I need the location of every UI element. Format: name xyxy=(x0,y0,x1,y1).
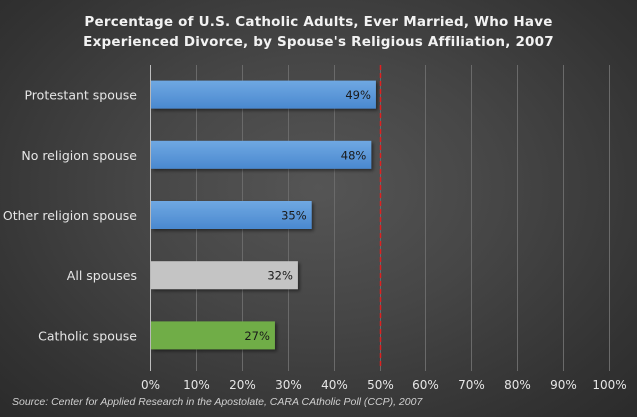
category-label: Protestant spouse xyxy=(24,88,137,103)
category-label: All spouses xyxy=(67,268,137,283)
chart-title: Percentage of U.S. Catholic Adults, Ever… xyxy=(0,12,637,52)
x-tick-label: 40% xyxy=(321,378,348,392)
x-tick-label: 80% xyxy=(504,378,531,392)
x-tick-label: 30% xyxy=(275,378,302,392)
x-tick-label: 100% xyxy=(592,378,626,392)
x-tick-label: 60% xyxy=(412,378,439,392)
data-label: 48% xyxy=(341,148,367,162)
category-label: No religion spouse xyxy=(21,148,137,163)
x-tick-label: 70% xyxy=(458,378,485,392)
data-label: 49% xyxy=(345,88,371,102)
x-tick-label: 0% xyxy=(141,378,160,392)
category-label: Catholic spouse xyxy=(38,328,137,343)
bar-other-religion-spouse xyxy=(151,201,312,229)
data-label: 32% xyxy=(267,269,293,283)
x-tick-label: 20% xyxy=(229,378,256,392)
bar-no-religion-spouse xyxy=(151,140,372,169)
data-label: 35% xyxy=(281,209,307,223)
bar-catholic-spouse xyxy=(151,321,275,350)
category-label: Other religion spouse xyxy=(3,208,137,223)
source-note: Source: Center for Applied Research in t… xyxy=(12,396,423,408)
x-tick-label: 10% xyxy=(183,378,210,392)
data-label: 27% xyxy=(244,329,270,343)
bar-all-spouses xyxy=(151,261,298,290)
chart-title-line-1: Percentage of U.S. Catholic Adults, Ever… xyxy=(84,14,553,30)
x-tick-label: 90% xyxy=(550,378,577,392)
chart-title-line-2: Experienced Divorce, by Spouse's Religio… xyxy=(83,34,554,50)
bar-protestant-spouse xyxy=(151,80,376,109)
x-tick-label: 50% xyxy=(367,378,394,392)
